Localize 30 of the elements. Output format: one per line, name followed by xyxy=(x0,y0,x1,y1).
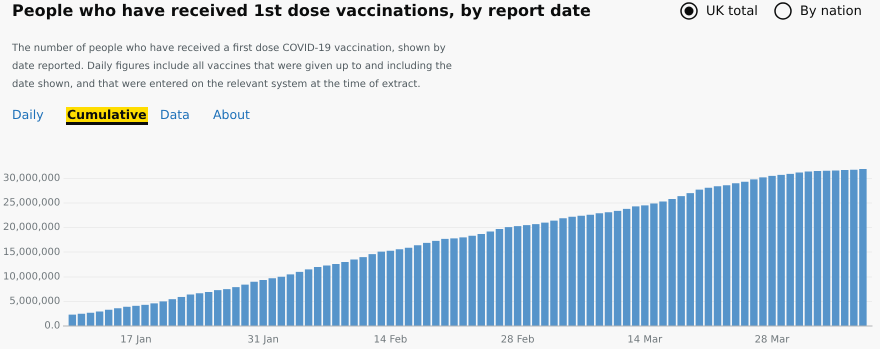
text: UK total xyxy=(706,4,758,18)
bar xyxy=(814,170,822,326)
x-tick-label: 14 Mar xyxy=(627,334,664,346)
bar xyxy=(296,272,304,326)
text: The number of people who have received a first dose COVID-19 vaccination, shown by date reported. Daily figures include all vaccines that were given up to and including the date shown, and that were entered on the relevant system at the time of extract. xyxy=(12,42,452,92)
x-tick-label: 28 Feb xyxy=(500,334,534,346)
bar xyxy=(241,284,249,326)
chart-title: People who have received 1st dose vaccinations, by report date xyxy=(12,1,591,20)
y-tick-label: 20,000,000 xyxy=(2,222,60,234)
y-tick-label: 30,000,000 xyxy=(2,172,60,184)
x-tick-label: 14 Feb xyxy=(374,334,408,346)
text: Daily xyxy=(12,107,44,122)
x-tick-label: 17 Jan xyxy=(120,334,152,346)
text: Cumulative xyxy=(66,107,148,125)
y-tick-label: 25,000,000 xyxy=(2,198,60,209)
y-tick-label: 0.0 xyxy=(44,320,60,332)
x-tick-label: 28 Mar xyxy=(754,334,790,346)
bar xyxy=(450,238,458,326)
text: About xyxy=(213,107,250,122)
y-tick-label: 5,000,000 xyxy=(9,296,60,307)
bar xyxy=(86,312,94,326)
x-tick-label: 31 Jan xyxy=(248,334,279,346)
bar xyxy=(714,186,722,326)
bar xyxy=(659,201,667,326)
y-tick-label: 10,000,000 xyxy=(2,271,60,282)
bar xyxy=(504,227,512,326)
text: By nation xyxy=(800,4,862,18)
text: Data xyxy=(160,107,190,122)
y-tick-label: 15,000,000 xyxy=(2,246,60,258)
bar xyxy=(604,212,612,326)
